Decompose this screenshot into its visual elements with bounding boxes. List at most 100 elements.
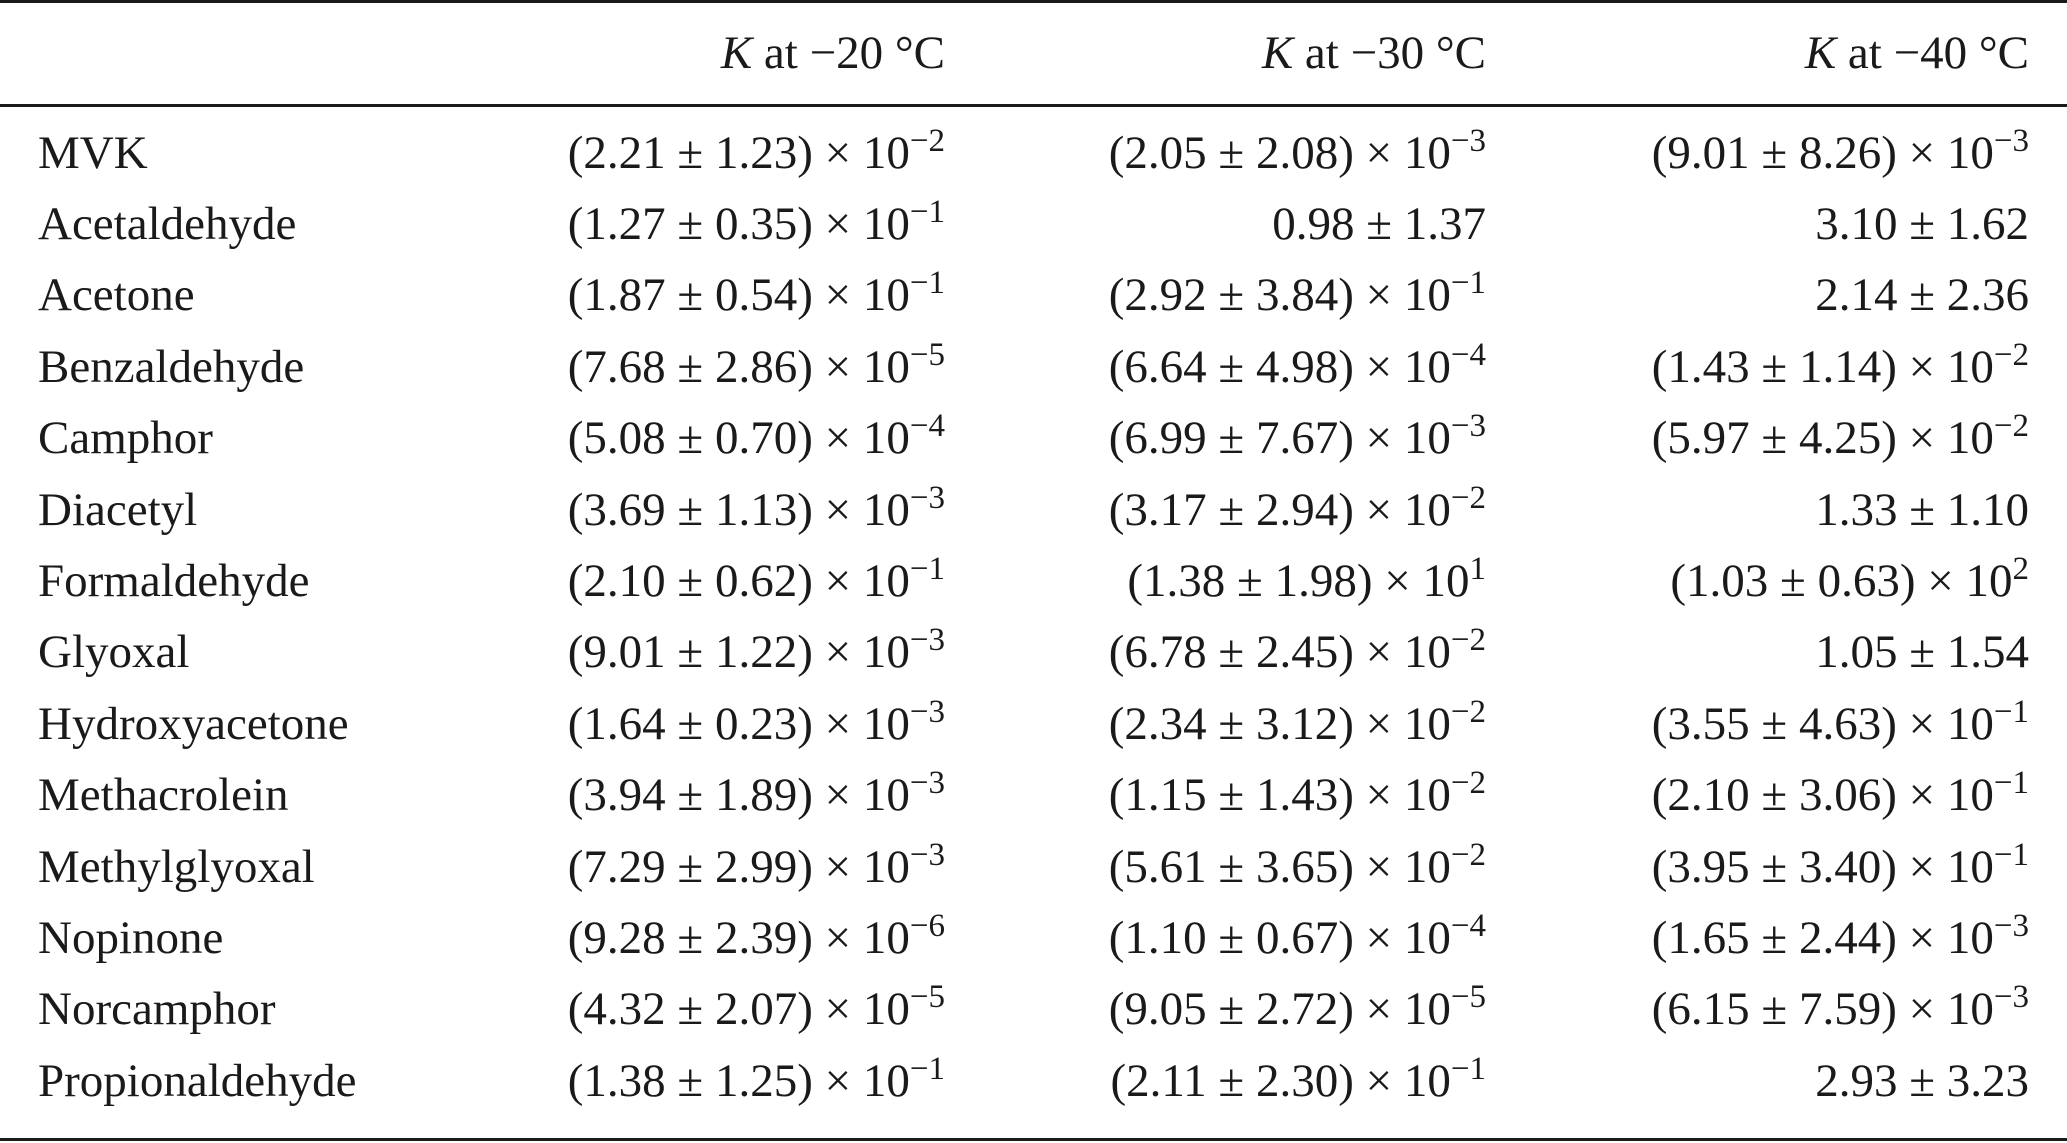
k-value-mantissa: (2.92 ± 3.84) × 10 — [1108, 269, 1451, 322]
k-value-cell: (6.15 ± 7.59) × 10−3 — [1486, 974, 2067, 1045]
header-k-minus-20: K at −20 °C — [480, 0, 945, 105]
k-value-mantissa: (5.61 ± 3.65) × 10 — [1108, 840, 1451, 893]
k-value-mantissa: (6.64 ± 4.98) × 10 — [1108, 340, 1451, 393]
k-value-mantissa: (1.38 ± 1.25) × 10 — [567, 1054, 910, 1107]
k-value-mantissa: (7.68 ± 2.86) × 10 — [567, 340, 910, 393]
k-value-mantissa: (6.99 ± 7.67) × 10 — [1108, 412, 1451, 465]
k-value-mantissa: (2.10 ± 0.62) × 10 — [567, 555, 910, 608]
k-value-exponent: −5 — [1450, 979, 1486, 1016]
k-value-mantissa: 2.14 ± 2.36 — [1815, 269, 2029, 322]
k-value-mantissa: (4.32 ± 2.07) × 10 — [567, 983, 910, 1036]
compound-name: Benzaldehyde — [38, 340, 305, 393]
k-value-exponent: −3 — [909, 693, 945, 730]
k-value-cell: (2.05 ± 2.08) × 10−3 — [945, 105, 1486, 188]
k-value-cell: (5.97 ± 4.25) × 10−2 — [1486, 403, 2067, 474]
k-value-exponent: −2 — [1450, 765, 1486, 802]
header-row: K at −20 °C K at −30 °C K at −40 °C — [0, 0, 2067, 105]
k-value-mantissa: (1.64 ± 0.23) × 10 — [567, 697, 910, 750]
k-value-cell: (6.64 ± 4.98) × 10−4 — [945, 331, 1486, 402]
compound-name: Nopinone — [38, 911, 224, 964]
compound-name: Norcamphor — [38, 983, 276, 1036]
k-value-exponent: −2 — [1993, 408, 2029, 445]
k-value-cell: (3.55 ± 4.63) × 10−1 — [1486, 688, 2067, 759]
compound-name: Formaldehyde — [38, 555, 310, 608]
table-header-rule — [0, 104, 2067, 107]
table-row: Diacetyl (3.69 ± 1.13) × 10−3 (3.17 ± 2.94… — [0, 474, 2067, 545]
k-value-exponent: −2 — [1450, 693, 1486, 730]
k-value-exponent: −4 — [1450, 907, 1486, 944]
table-row: Hydroxyacetone (1.64 ± 0.23) × 10−3 (2.34 … — [0, 688, 2067, 759]
table-row: MVK (2.21 ± 1.23) × 10−2 (2.05 ± 2.08) × 1… — [0, 105, 2067, 188]
k-value-exponent: −5 — [909, 979, 945, 1016]
compound-name: Acetaldehyde — [38, 198, 297, 251]
k-value-mantissa: 1.05 ± 1.54 — [1815, 626, 2029, 679]
k-value-exponent: −3 — [909, 765, 945, 802]
header-k-minus-30: K at −30 °C — [945, 0, 1486, 105]
equilibrium-constant-table: K at −20 °C K at −30 °C K at −40 °C MVK (… — [0, 0, 2067, 1116]
k-value-exponent: −1 — [1993, 765, 2029, 802]
k-value-mantissa: 1.33 ± 1.10 — [1815, 483, 2029, 536]
header-label: at −30 °C — [1293, 26, 1486, 79]
k-value-exponent: −3 — [909, 479, 945, 516]
k-value-mantissa: (6.15 ± 7.59) × 10 — [1651, 983, 1994, 1036]
k-value-mantissa: (1.27 ± 0.35) × 10 — [567, 198, 910, 251]
compound-name: Glyoxal — [38, 626, 190, 679]
table-row: Norcamphor (4.32 ± 2.07) × 10−5 (9.05 ± 2.… — [0, 974, 2067, 1045]
k-value-exponent: −1 — [909, 1050, 945, 1087]
k-value-cell: (5.61 ± 3.65) × 10−2 — [945, 831, 1486, 902]
compound-name: Methylglyoxal — [38, 840, 315, 893]
k-value-mantissa: (9.01 ± 1.22) × 10 — [567, 626, 910, 679]
table-row: Camphor (5.08 ± 0.70) × 10−4 (6.99 ± 7.67)… — [0, 403, 2067, 474]
compound-name: Hydroxyacetone — [38, 697, 349, 750]
k-value-mantissa: (6.78 ± 2.45) × 10 — [1108, 626, 1451, 679]
k-value-cell: 2.93 ± 3.23 — [1486, 1045, 2067, 1116]
header-label: at −20 °C — [752, 26, 945, 79]
k-value-cell: (5.08 ± 0.70) × 10−4 — [480, 403, 945, 474]
k-value-exponent: −3 — [1450, 122, 1486, 159]
k-value-mantissa: (9.01 ± 8.26) × 10 — [1651, 126, 1994, 179]
k-value-mantissa: (1.03 ± 0.63) × 10 — [1670, 555, 2013, 608]
k-value-mantissa: (9.28 ± 2.39) × 10 — [567, 911, 910, 964]
k-value-cell: 1.33 ± 1.10 — [1486, 474, 2067, 545]
k-value-mantissa: (3.94 ± 1.89) × 10 — [567, 769, 910, 822]
k-value-cell: (1.27 ± 0.35) × 10−1 — [480, 188, 945, 259]
k-value-exponent: −3 — [1993, 979, 2029, 1016]
k-value-mantissa: 3.10 ± 1.62 — [1815, 198, 2029, 251]
k-value-cell: 1.05 ± 1.54 — [1486, 617, 2067, 688]
k-value-mantissa: (2.10 ± 3.06) × 10 — [1651, 769, 1994, 822]
k-value-cell: (3.94 ± 1.89) × 10−3 — [480, 760, 945, 831]
k-value-cell: (9.28 ± 2.39) × 10−6 — [480, 902, 945, 973]
table-row: Methacrolein (3.94 ± 1.89) × 10−3 (1.15 ± … — [0, 760, 2067, 831]
k-value-mantissa: (5.08 ± 0.70) × 10 — [567, 412, 910, 465]
k-value-exponent: −3 — [909, 622, 945, 659]
k-value-mantissa: (1.65 ± 2.44) × 10 — [1651, 911, 1994, 964]
k-value-exponent: −1 — [1993, 693, 2029, 730]
k-value-mantissa: 0.98 ± 1.37 — [1272, 198, 1486, 251]
k-value-mantissa: (1.15 ± 1.43) × 10 — [1108, 769, 1451, 822]
k-value-cell: (2.10 ± 3.06) × 10−1 — [1486, 760, 2067, 831]
k-value-cell: (1.64 ± 0.23) × 10−3 — [480, 688, 945, 759]
k-value-mantissa: (3.95 ± 3.40) × 10 — [1651, 840, 1994, 893]
k-value-mantissa: (3.55 ± 4.63) × 10 — [1651, 697, 1994, 750]
k-value-exponent: −2 — [1450, 622, 1486, 659]
k-value-exponent: −6 — [909, 907, 945, 944]
k-value-cell: 0.98 ± 1.37 — [945, 188, 1486, 259]
k-value-exponent: −1 — [1450, 265, 1486, 302]
table-row: Propionaldehyde (1.38 ± 1.25) × 10−1 (2.11… — [0, 1045, 2067, 1116]
k-value-cell: (9.01 ± 8.26) × 10−3 — [1486, 105, 2067, 188]
k-value-mantissa: (3.69 ± 1.13) × 10 — [567, 483, 910, 536]
k-value-exponent: −4 — [1450, 336, 1486, 373]
table-row: Glyoxal (9.01 ± 1.22) × 10−3 (6.78 ± 2.45)… — [0, 617, 2067, 688]
k-value-mantissa: (2.34 ± 3.12) × 10 — [1108, 697, 1451, 750]
header-k-minus-40: K at −40 °C — [1486, 0, 2067, 105]
k-value-exponent: −2 — [1993, 336, 2029, 373]
k-value-exponent: 2 — [2012, 551, 2030, 588]
table-body: MVK (2.21 ± 1.23) × 10−2 (2.05 ± 2.08) × 1… — [0, 105, 2067, 1116]
k-value-exponent: −1 — [909, 194, 945, 231]
k-value-cell: (7.68 ± 2.86) × 10−5 — [480, 331, 945, 402]
k-value-exponent: −1 — [1993, 836, 2029, 873]
header-label: at −40 °C — [1836, 26, 2029, 79]
k-value-cell: (1.10 ± 0.67) × 10−4 — [945, 902, 1486, 973]
k-value-cell: (2.10 ± 0.62) × 10−1 — [480, 545, 945, 616]
k-value-mantissa: 2.93 ± 3.23 — [1815, 1054, 2029, 1107]
